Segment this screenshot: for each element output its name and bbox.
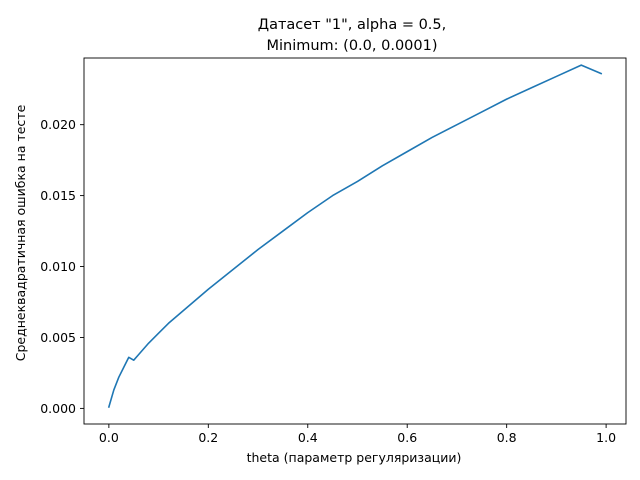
x-tick-label-5: 1.0 <box>596 430 616 445</box>
y-tick-label-0: 0.000 <box>40 401 76 416</box>
x-tick-label-2: 0.4 <box>298 430 318 445</box>
y-tick-label-3: 0.015 <box>40 188 76 203</box>
x-tick-label-3: 0.6 <box>397 430 417 445</box>
series-line-0 <box>107 64 603 408</box>
y-tick-label-4: 0.020 <box>40 117 76 132</box>
x-tick-label-4: 0.8 <box>497 430 517 445</box>
x-tick-label-1: 0.2 <box>198 430 218 445</box>
x-axis-label: theta (параметр регуляризации) <box>247 450 462 465</box>
plot-area: 0.0 0.2 0.4 0.6 0.8 1.0 0.000 0.005 0.010 0.015 0.… <box>40 57 627 445</box>
chart-subtitle: Minimum: (0.0, 0.0001) <box>266 38 437 54</box>
y-axis-label: Среднеквадратичная ошибка на тесте <box>13 104 28 361</box>
x-tick-label-0: 0.0 <box>99 430 119 445</box>
plot-frame <box>83 57 627 425</box>
y-tick-label-2: 0.010 <box>40 259 76 274</box>
chart-title: Датасет "1", alpha = 0.5, <box>258 17 447 33</box>
y-tick-label-1: 0.005 <box>40 330 76 345</box>
